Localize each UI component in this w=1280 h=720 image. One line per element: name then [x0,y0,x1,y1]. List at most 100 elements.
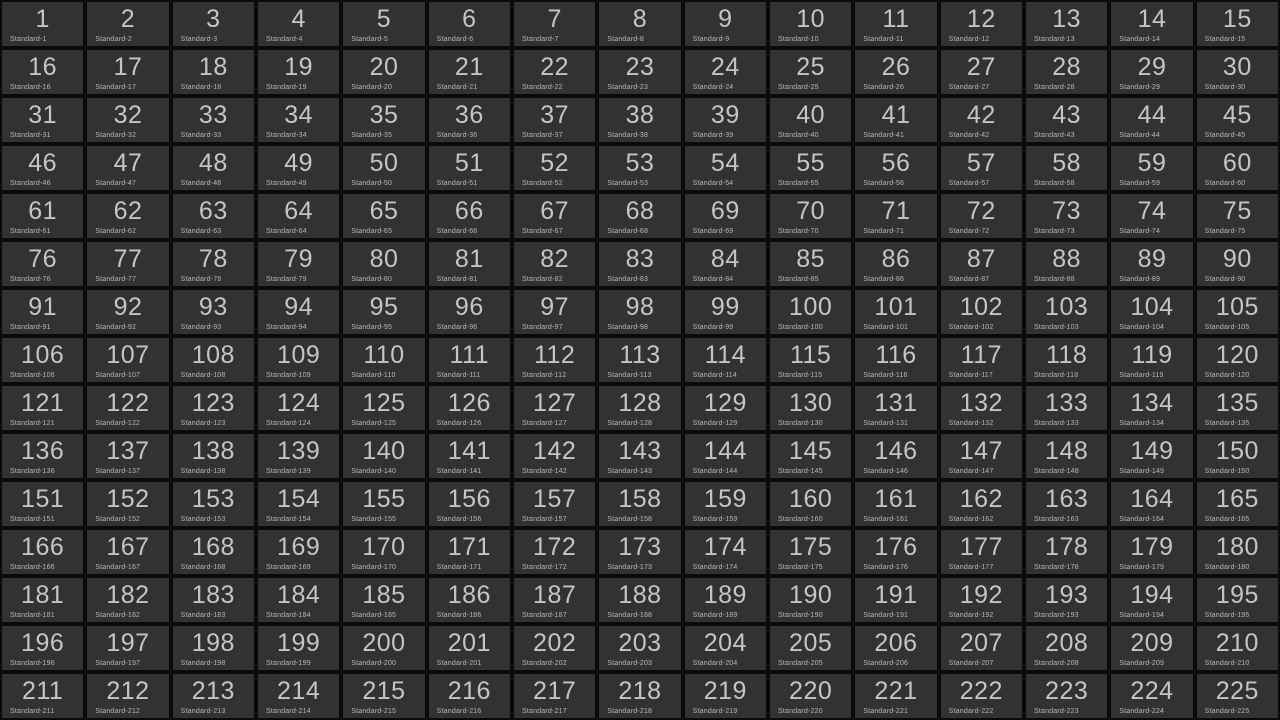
tile[interactable]: 19 Standard-19 [258,50,340,94]
tile[interactable]: 53 Standard-53 [599,146,681,190]
tile[interactable]: 159 Standard-159 [684,482,766,526]
tile[interactable]: 71 Standard-71 [855,194,937,238]
tile[interactable]: 191 Standard-191 [855,578,937,622]
tile[interactable]: 6 Standard-6 [428,2,510,46]
tile[interactable]: 109 Standard-109 [258,338,340,382]
tile[interactable]: 162 Standard-162 [940,482,1022,526]
tile[interactable]: 200 Standard-200 [343,626,425,670]
tile[interactable]: 179 Standard-179 [1111,530,1193,574]
tile[interactable]: 184 Standard-184 [258,578,340,622]
tile[interactable]: 143 Standard-143 [599,434,681,478]
tile[interactable]: 126 Standard-126 [428,386,510,430]
tile[interactable]: 127 Standard-127 [514,386,596,430]
tile[interactable]: 135 Standard-135 [1196,386,1278,430]
tile[interactable]: 182 Standard-182 [87,578,169,622]
tile[interactable]: 100 Standard-100 [770,290,852,334]
tile[interactable]: 5 Standard-5 [343,2,425,46]
tile[interactable]: 11 Standard-11 [855,2,937,46]
tile[interactable]: 48 Standard-48 [172,146,254,190]
tile[interactable]: 13 Standard-13 [1026,2,1108,46]
tile[interactable]: 81 Standard-81 [428,242,510,286]
tile[interactable]: 213 Standard-213 [172,674,254,718]
tile[interactable]: 156 Standard-156 [428,482,510,526]
tile[interactable]: 115 Standard-115 [770,338,852,382]
tile[interactable]: 66 Standard-66 [428,194,510,238]
tile[interactable]: 79 Standard-79 [258,242,340,286]
tile[interactable]: 106 Standard-106 [2,338,84,382]
tile[interactable]: 113 Standard-113 [599,338,681,382]
tile[interactable]: 130 Standard-130 [770,386,852,430]
tile[interactable]: 20 Standard-20 [343,50,425,94]
tile[interactable]: 9 Standard-9 [684,2,766,46]
tile[interactable]: 189 Standard-189 [684,578,766,622]
tile[interactable]: 190 Standard-190 [770,578,852,622]
tile[interactable]: 168 Standard-168 [172,530,254,574]
tile[interactable]: 199 Standard-199 [258,626,340,670]
tile[interactable]: 146 Standard-146 [855,434,937,478]
tile[interactable]: 181 Standard-181 [2,578,84,622]
tile[interactable]: 103 Standard-103 [1026,290,1108,334]
tile[interactable]: 50 Standard-50 [343,146,425,190]
tile[interactable]: 36 Standard-36 [428,98,510,142]
tile[interactable]: 55 Standard-55 [770,146,852,190]
tile[interactable]: 208 Standard-208 [1026,626,1108,670]
tile[interactable]: 147 Standard-147 [940,434,1022,478]
tile[interactable]: 15 Standard-15 [1196,2,1278,46]
tile[interactable]: 145 Standard-145 [770,434,852,478]
tile[interactable]: 110 Standard-110 [343,338,425,382]
tile[interactable]: 84 Standard-84 [684,242,766,286]
tile[interactable]: 171 Standard-171 [428,530,510,574]
tile[interactable]: 119 Standard-119 [1111,338,1193,382]
tile[interactable]: 141 Standard-141 [428,434,510,478]
tile[interactable]: 63 Standard-63 [172,194,254,238]
tile[interactable]: 83 Standard-83 [599,242,681,286]
tile[interactable]: 151 Standard-151 [2,482,84,526]
tile[interactable]: 4 Standard-4 [258,2,340,46]
tile[interactable]: 82 Standard-82 [514,242,596,286]
tile[interactable]: 78 Standard-78 [172,242,254,286]
tile[interactable]: 59 Standard-59 [1111,146,1193,190]
tile[interactable]: 14 Standard-14 [1111,2,1193,46]
tile[interactable]: 118 Standard-118 [1026,338,1108,382]
tile[interactable]: 224 Standard-224 [1111,674,1193,718]
tile[interactable]: 94 Standard-94 [258,290,340,334]
tile[interactable]: 32 Standard-32 [87,98,169,142]
tile[interactable]: 125 Standard-125 [343,386,425,430]
tile[interactable]: 68 Standard-68 [599,194,681,238]
tile[interactable]: 92 Standard-92 [87,290,169,334]
tile[interactable]: 202 Standard-202 [514,626,596,670]
tile[interactable]: 37 Standard-37 [514,98,596,142]
tile[interactable]: 39 Standard-39 [684,98,766,142]
tile[interactable]: 225 Standard-225 [1196,674,1278,718]
tile[interactable]: 212 Standard-212 [87,674,169,718]
tile[interactable]: 136 Standard-136 [2,434,84,478]
tile[interactable]: 153 Standard-153 [172,482,254,526]
tile[interactable]: 112 Standard-112 [514,338,596,382]
tile[interactable]: 120 Standard-120 [1196,338,1278,382]
tile[interactable]: 217 Standard-217 [514,674,596,718]
tile[interactable]: 96 Standard-96 [428,290,510,334]
tile[interactable]: 21 Standard-21 [428,50,510,94]
tile[interactable]: 117 Standard-117 [940,338,1022,382]
tile[interactable]: 54 Standard-54 [684,146,766,190]
tile[interactable]: 138 Standard-138 [172,434,254,478]
tile[interactable]: 169 Standard-169 [258,530,340,574]
tile[interactable]: 220 Standard-220 [770,674,852,718]
tile[interactable]: 140 Standard-140 [343,434,425,478]
tile[interactable]: 28 Standard-28 [1026,50,1108,94]
tile[interactable]: 77 Standard-77 [87,242,169,286]
tile[interactable]: 65 Standard-65 [343,194,425,238]
tile[interactable]: 43 Standard-43 [1026,98,1108,142]
tile[interactable]: 42 Standard-42 [940,98,1022,142]
tile[interactable]: 17 Standard-17 [87,50,169,94]
tile[interactable]: 134 Standard-134 [1111,386,1193,430]
tile[interactable]: 201 Standard-201 [428,626,510,670]
tile[interactable]: 170 Standard-170 [343,530,425,574]
tile[interactable]: 64 Standard-64 [258,194,340,238]
tile[interactable]: 10 Standard-10 [770,2,852,46]
tile[interactable]: 131 Standard-131 [855,386,937,430]
tile[interactable]: 60 Standard-60 [1196,146,1278,190]
tile[interactable]: 3 Standard-3 [172,2,254,46]
tile[interactable]: 40 Standard-40 [770,98,852,142]
tile[interactable]: 176 Standard-176 [855,530,937,574]
